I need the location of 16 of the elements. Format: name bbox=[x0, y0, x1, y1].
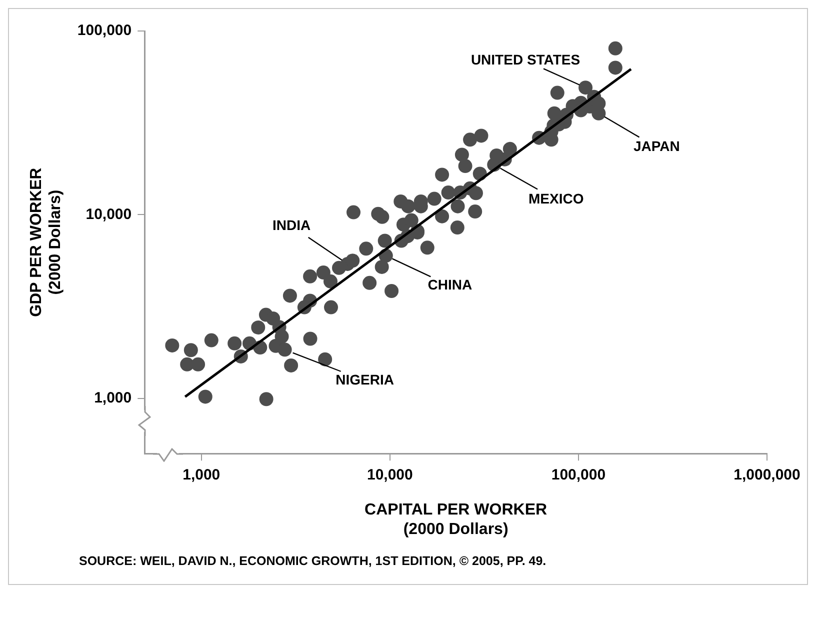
annotation: INDIA bbox=[272, 216, 311, 233]
y-tick-label: 100,000 bbox=[77, 22, 132, 40]
annotation: MEXICO bbox=[528, 190, 584, 207]
y-axis-title: GDP PER WORKER (2000 Dollars) bbox=[28, 167, 64, 317]
annotation: CHINA bbox=[428, 276, 472, 293]
x-tick-label: 100,000 bbox=[551, 466, 606, 484]
x-tick-label: 10,000 bbox=[366, 466, 413, 484]
y-tick-label: 1,000 bbox=[94, 389, 132, 406]
annotation: UNITED STATES bbox=[470, 51, 580, 68]
source-note: SOURCE: WEIL, DAVID N., ECONOMIC GROWTH, 1ST EDITION, © 2005, PP. 49. bbox=[79, 553, 548, 570]
y-tick-label: 10,000 bbox=[86, 206, 132, 223]
annotation: JAPAN bbox=[633, 138, 680, 154]
x-axis-title: CAPITAL PER WORKER (2000 Dollars) bbox=[364, 502, 548, 538]
x-tick-label: 1,000 bbox=[182, 466, 220, 484]
x-tick-label: 1,000,000 bbox=[734, 466, 800, 484]
annotation: NIGERIA bbox=[336, 372, 394, 388]
